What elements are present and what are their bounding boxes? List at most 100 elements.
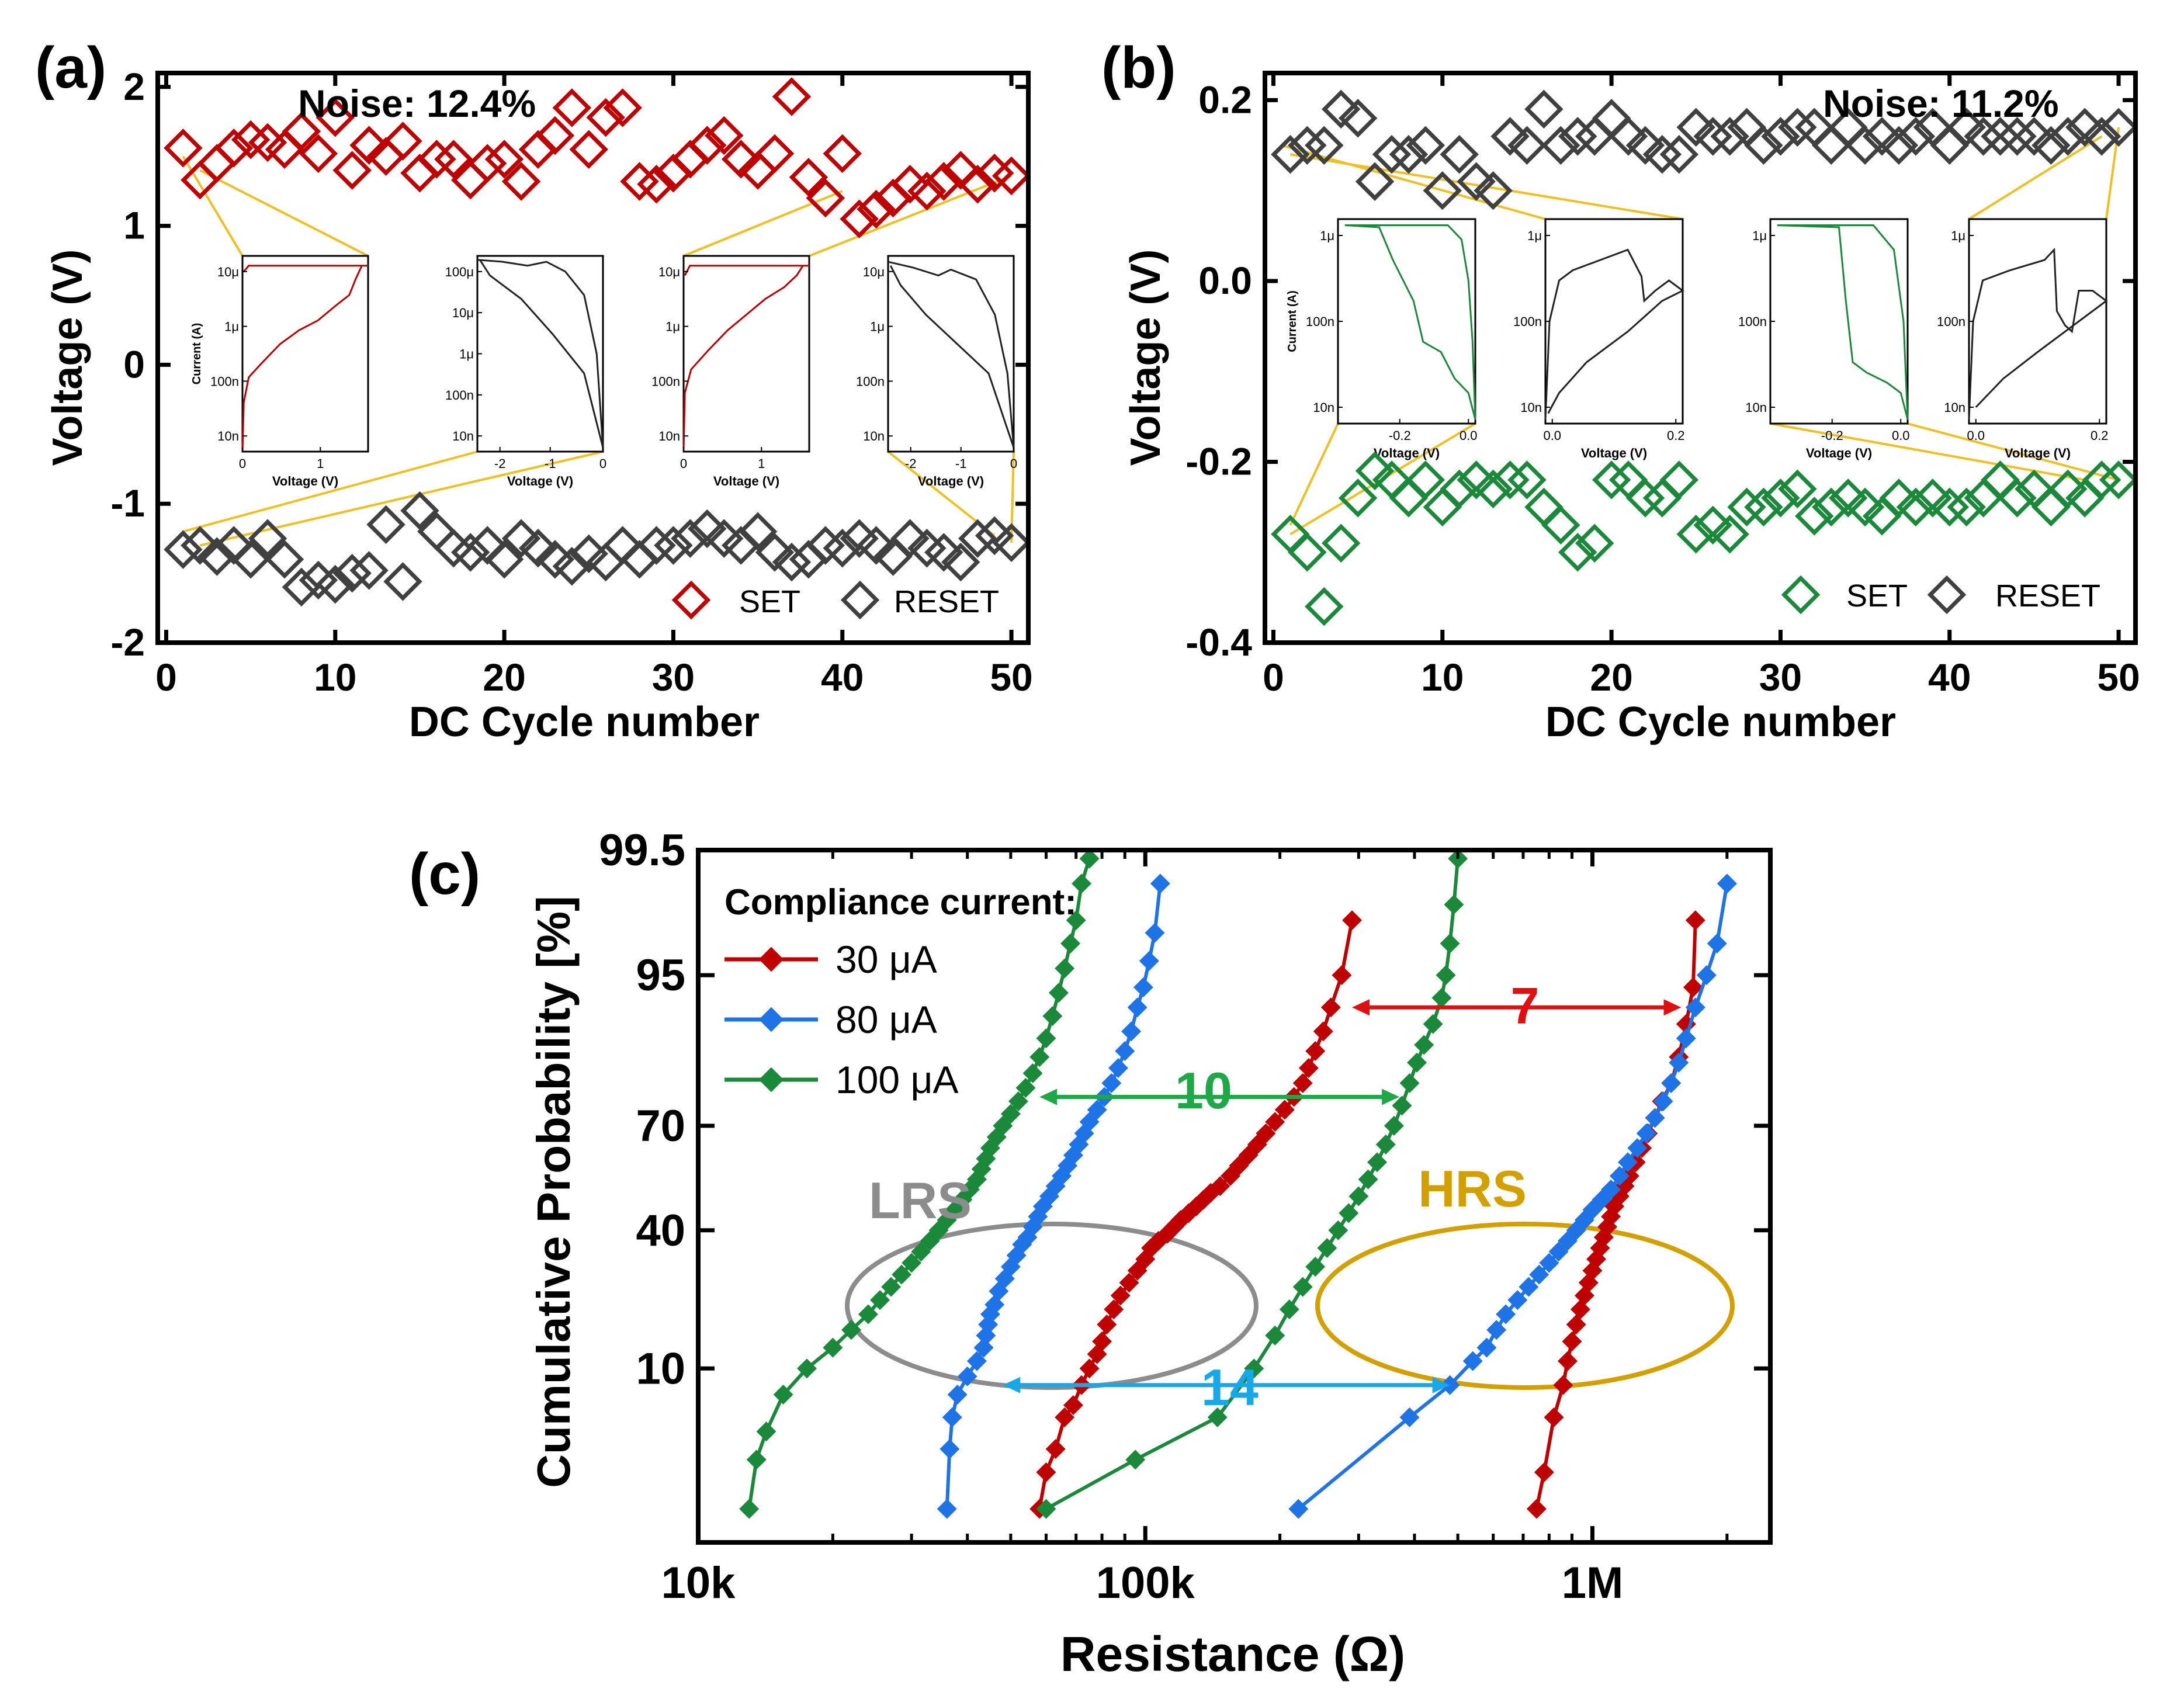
data-point bbox=[1087, 1100, 1107, 1120]
iv-curve bbox=[1544, 248, 1684, 420]
inset-leader-line bbox=[683, 190, 843, 257]
inset-x-tick-label: 0.2 bbox=[2091, 428, 2109, 443]
inset-y-tick-label: 10μ bbox=[217, 265, 239, 279]
x-tick-label: 10k bbox=[661, 1558, 736, 1608]
panel-b-legend: SET RESET bbox=[1781, 575, 2100, 615]
data-point bbox=[773, 1384, 793, 1405]
reset-marker bbox=[992, 523, 1031, 563]
data-point bbox=[1566, 1315, 1586, 1334]
x-tick-label: 0 bbox=[1263, 656, 1284, 699]
reset-marker bbox=[2099, 108, 2138, 147]
data-point bbox=[1279, 1299, 1299, 1320]
reset-marker bbox=[366, 505, 405, 545]
inset-y-tick-label: 10μ bbox=[658, 265, 680, 279]
set-marker bbox=[958, 165, 997, 204]
iv-curve bbox=[888, 261, 1015, 448]
iv-curve bbox=[1344, 224, 1476, 420]
reset-marker bbox=[1862, 117, 1902, 156]
data-point bbox=[1462, 1351, 1483, 1371]
data-point bbox=[1375, 1134, 1396, 1154]
data-point bbox=[1519, 1277, 1539, 1297]
set-marker bbox=[181, 160, 220, 200]
x-tick-label: 20 bbox=[1590, 656, 1632, 699]
data-point bbox=[797, 1358, 817, 1379]
set-marker bbox=[1406, 460, 1445, 500]
reset-marker bbox=[1541, 126, 1580, 165]
ratio-7-label: 7 bbox=[1511, 977, 1540, 1035]
set-marker bbox=[484, 140, 524, 179]
data-point bbox=[1348, 1186, 1369, 1206]
set-marker bbox=[1575, 523, 1614, 563]
inset-frame bbox=[1337, 218, 1476, 425]
inset-x-tick-label: 0 bbox=[680, 456, 687, 471]
set-marker bbox=[1744, 487, 1783, 527]
inset-ylabel: Current (A) bbox=[1286, 290, 1299, 352]
set-marker bbox=[164, 129, 203, 168]
reset-marker bbox=[349, 551, 389, 590]
data-point bbox=[1582, 1199, 1603, 1220]
reset-marker bbox=[1457, 162, 1496, 201]
inset-xlabel: Voltage (V) bbox=[1806, 446, 1872, 460]
data-point bbox=[1407, 1052, 1427, 1073]
reset-marker bbox=[1676, 108, 1716, 147]
reset-marker bbox=[1406, 126, 1445, 165]
reset-marker bbox=[1896, 117, 1936, 156]
set-marker bbox=[1811, 487, 1851, 527]
data-point bbox=[1150, 873, 1170, 894]
inset-y-tick-label: 100n bbox=[1738, 314, 1767, 329]
inset-frame bbox=[1769, 218, 1909, 425]
data-point bbox=[1342, 910, 1363, 931]
data-point bbox=[1110, 1285, 1131, 1306]
set-marker bbox=[721, 140, 761, 179]
data-point bbox=[1526, 1499, 1547, 1519]
set-marker bbox=[214, 129, 254, 168]
set-marker bbox=[248, 123, 287, 162]
reset-marker bbox=[857, 526, 896, 565]
data-point bbox=[1358, 1169, 1378, 1190]
data-point bbox=[756, 1421, 776, 1442]
reset-marker bbox=[2048, 117, 2088, 156]
legend-reset-marker bbox=[1927, 575, 1967, 615]
reset-marker bbox=[248, 519, 287, 558]
inset-xlabel: Voltage (V) bbox=[2005, 446, 2071, 460]
reset-marker bbox=[975, 516, 1014, 556]
panel-c-xlabel: Resistance (Ω) bbox=[1060, 1627, 1405, 1681]
panel-a-frame bbox=[155, 71, 1031, 645]
reset-marker bbox=[535, 540, 575, 579]
set-marker bbox=[299, 134, 338, 174]
inset-ylabel: Current (A) bbox=[190, 323, 203, 385]
reset-marker bbox=[1338, 99, 1378, 138]
inset-xlabel: Voltage (V) bbox=[272, 474, 338, 488]
data-point bbox=[1558, 1230, 1578, 1251]
inset-y-tick-label: 100n bbox=[1306, 314, 1334, 329]
data-point bbox=[1431, 988, 1452, 1008]
inset-y-tick-label: 10μ bbox=[863, 265, 885, 279]
inset-y-tick-label: 100n bbox=[445, 388, 474, 403]
set-marker bbox=[1288, 533, 1327, 572]
data-point bbox=[1292, 1073, 1313, 1093]
x-tick-label: 0 bbox=[155, 656, 177, 699]
data-point bbox=[1653, 1091, 1673, 1112]
data-point bbox=[1399, 1407, 1420, 1427]
inset-x-tick-label: -1 bbox=[955, 456, 967, 471]
set-marker bbox=[1457, 460, 1496, 500]
legend-30ua-label: 30 μA bbox=[836, 938, 937, 981]
set-marker bbox=[1305, 587, 1344, 626]
inset-leader-line bbox=[1289, 423, 1339, 526]
legend-reset-label: RESET bbox=[1995, 578, 2100, 613]
data-point bbox=[902, 1253, 922, 1273]
data-point bbox=[1636, 1123, 1656, 1143]
iv-curve bbox=[1968, 247, 2108, 420]
data-point bbox=[1562, 1331, 1582, 1351]
data-point bbox=[1707, 933, 1727, 953]
y-tick-label: 0.2 bbox=[1198, 78, 1252, 121]
set-marker bbox=[383, 122, 422, 161]
data-point bbox=[1539, 1253, 1559, 1273]
set-marker bbox=[890, 165, 930, 204]
set-marker bbox=[434, 140, 473, 179]
reset-marker bbox=[1625, 126, 1665, 165]
panel-b-noise: Noise: 11.2% bbox=[1823, 82, 2059, 125]
data-point bbox=[1060, 933, 1081, 953]
reset-marker bbox=[434, 529, 473, 568]
